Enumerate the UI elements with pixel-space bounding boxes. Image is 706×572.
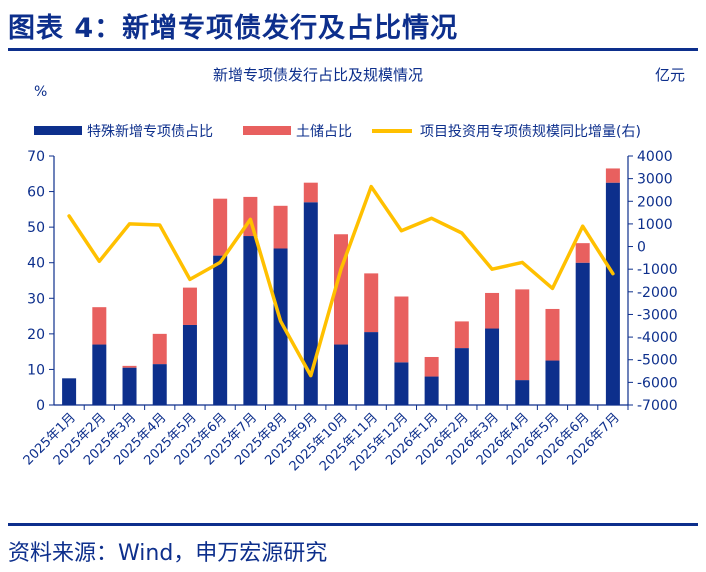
- left-tick-label: 50: [27, 220, 45, 236]
- right-tick-label: 0: [637, 240, 646, 256]
- bar-special: [62, 378, 77, 405]
- bar-special: [243, 236, 258, 405]
- footer-divider: [8, 523, 698, 526]
- legend-label-line: 项目投资用专项债规模同比增量(右): [420, 124, 641, 140]
- left-axis: 0 10 20 30 40 50 60 70: [27, 149, 55, 414]
- bar-land: [122, 365, 137, 368]
- bar-land: [152, 333, 167, 365]
- bar-land: [394, 296, 409, 363]
- figure-title: 图表 4：新增专项债发行及占比情况: [8, 13, 459, 44]
- right-tick-label: -1000: [637, 262, 678, 278]
- right-tick-label: -7000: [637, 398, 678, 414]
- x-axis: 2025年1月2025年2月2025年3月2025年4月2025年5月2025年…: [21, 404, 629, 474]
- left-tick-label: 20: [27, 327, 45, 343]
- bar-land: [424, 356, 439, 377]
- legend-label-land: 土储占比: [296, 124, 352, 140]
- bar-special: [122, 367, 137, 405]
- bar-special: [273, 248, 288, 405]
- bar-special: [545, 360, 560, 405]
- bar-special: [605, 182, 620, 405]
- left-tick-label: 40: [27, 256, 45, 272]
- bar-land: [303, 182, 318, 203]
- bar-land: [605, 168, 620, 183]
- bar-land: [364, 273, 379, 333]
- right-axis: -7000 -6000 -5000 -4000 -3000 -2000 -1000 0 1000…: [627, 149, 678, 414]
- title-divider: [8, 48, 698, 51]
- bar-land: [575, 243, 590, 263]
- bar-special: [92, 344, 107, 405]
- bar-special: [334, 344, 348, 405]
- bar-land: [515, 289, 530, 381]
- right-tick-label: 1000: [637, 217, 673, 233]
- bar-group: [62, 168, 620, 405]
- chart-title: 新增专项债发行占比及规模情况: [213, 66, 423, 84]
- bar-land: [485, 292, 500, 329]
- right-tick-label: -5000: [637, 353, 678, 369]
- bar-land: [273, 205, 288, 249]
- bar-special: [303, 202, 318, 405]
- bar-special: [152, 364, 167, 405]
- right-tick-label: -3000: [637, 307, 678, 323]
- bar-special: [575, 262, 590, 405]
- right-tick-label: 4000: [637, 149, 673, 165]
- bar-special: [454, 348, 469, 405]
- right-tick-label: 2000: [637, 194, 673, 210]
- source-note: 资料来源：Wind，申万宏源研究: [8, 541, 328, 566]
- bar-land: [213, 198, 228, 256]
- left-tick-label: 30: [27, 291, 45, 307]
- bar-land: [92, 307, 107, 345]
- left-tick-label: 0: [36, 398, 45, 414]
- left-tick-label: 60: [27, 185, 45, 201]
- line-series: [67, 184, 615, 378]
- right-tick-label: -2000: [637, 285, 678, 301]
- line-yoy-increment: [67, 184, 615, 378]
- bar-special: [485, 328, 500, 405]
- legend-swatch-special: [34, 126, 82, 135]
- bar-special: [424, 376, 439, 405]
- legend-swatch-land: [243, 126, 291, 135]
- legend: 特殊新增专项债占比 土储占比 项目投资用专项债规模同比增量(右): [34, 124, 641, 140]
- chart: 新增专项债发行占比及规模情况 % 亿元 特殊新增专项债占比 土储占比 项目投资用…: [21, 66, 685, 474]
- right-tick-label: -4000: [637, 330, 678, 346]
- bar-land: [454, 321, 469, 349]
- legend-label-special: 特殊新增专项债占比: [87, 124, 213, 140]
- left-tick-label: 10: [27, 362, 45, 378]
- right-tick-label: -6000: [637, 375, 678, 391]
- bar-land: [545, 308, 560, 361]
- bar-special: [515, 380, 530, 405]
- bar-special: [364, 332, 379, 405]
- bar-special: [213, 255, 228, 405]
- right-axis-unit: 亿元: [655, 66, 685, 84]
- bar-special: [394, 362, 409, 405]
- right-tick-label: 3000: [637, 172, 673, 188]
- left-tick-label: 70: [27, 149, 45, 165]
- left-axis-unit: %: [34, 84, 47, 100]
- bar-land: [182, 287, 197, 325]
- bar-special: [182, 324, 197, 405]
